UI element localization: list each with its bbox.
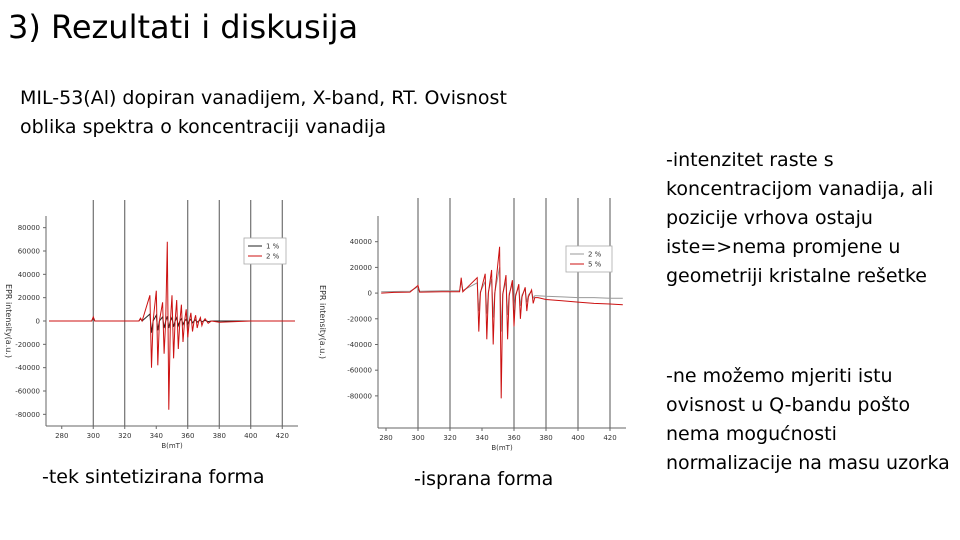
note-line: koncentracijom vanadija, ali <box>666 178 934 200</box>
x-tick-label: 320 <box>443 434 456 442</box>
x-tick-label: 340 <box>475 434 488 442</box>
subtitle-line: MIL-53(Al) dopiran vanadijem, X-band, RT… <box>20 87 507 109</box>
note-intensity: -intenzitet raste s koncentracijom vanad… <box>666 146 956 291</box>
y-tick-label: 0 <box>36 318 40 326</box>
slide-title: 3) Rezultati i diskusija <box>8 8 359 46</box>
x-tick-label: 420 <box>276 432 289 440</box>
y-axis-label: EPR intensity(a.u.) <box>318 285 327 359</box>
note-line: -ne možemo mjeriti istu <box>666 365 893 387</box>
legend-label: 2 % <box>266 253 280 261</box>
y-tick-label: 40000 <box>18 271 40 279</box>
x-tick-label: 360 <box>507 434 520 442</box>
slide-subtitle: MIL-53(Al) dopiran vanadijem, X-band, RT… <box>20 84 580 142</box>
note-line: -intenzitet raste s <box>666 149 834 171</box>
x-tick-label: 380 <box>539 434 552 442</box>
x-tick-label: 400 <box>244 432 257 440</box>
x-tick-label: 420 <box>603 434 616 442</box>
epr-chart-washed: 40000 20000 0 -20000 -40000 -60000 -80000 280 30… <box>318 198 626 452</box>
y-tick-label: -40000 <box>347 341 372 349</box>
note-line: nema mogućnosti <box>666 423 837 445</box>
x-tick-label: 300 <box>87 432 100 440</box>
y-tick-label: -80000 <box>347 392 372 400</box>
x-tick-label: 300 <box>411 434 424 442</box>
x-tick-label: 320 <box>118 432 131 440</box>
x-tick-label: 400 <box>571 434 584 442</box>
y-tick-label: -80000 <box>15 411 40 419</box>
y-tick-label: -60000 <box>15 388 40 396</box>
x-axis-label: B(mT) <box>491 444 513 452</box>
y-tick-label: 0 <box>368 290 372 298</box>
y-axis-label: EPR intensity(a.u.) <box>4 284 13 358</box>
note-line: iste=>nema promjene u <box>666 236 901 258</box>
y-tick-label: -40000 <box>15 364 40 372</box>
series-line-2 <box>381 246 623 399</box>
note-line: ovisnost u Q-bandu pošto <box>666 394 911 416</box>
note-line: pozicije vrhova ostaju <box>666 207 873 229</box>
x-tick-label: 280 <box>55 432 68 440</box>
note-q-band: -ne možemo mjeriti istu ovisnost u Q-ban… <box>666 362 956 478</box>
x-tick-label: 380 <box>213 432 226 440</box>
legend-label: 1 % <box>266 243 280 251</box>
x-tick-label: 340 <box>150 432 163 440</box>
legend-label: 2 % <box>588 251 602 259</box>
subtitle-line: oblika spektra o koncentraciji vanadija <box>20 116 387 138</box>
legend-box <box>565 245 613 273</box>
note-line: geometriji kristalne rešetke <box>666 265 927 287</box>
y-tick-label: 20000 <box>18 294 40 302</box>
y-tick-label: 80000 <box>18 224 40 232</box>
y-tick-label: 60000 <box>18 248 40 256</box>
caption-washed: -isprana forma <box>414 468 554 490</box>
epr-chart-as-synthesized: 80000 60000 40000 20000 0 -20000 -40000 -60000 -… <box>4 200 298 450</box>
legend-label: 5 % <box>588 261 602 269</box>
series-line-1 <box>49 312 295 333</box>
y-tick-label: 20000 <box>350 264 372 272</box>
y-tick-label: 40000 <box>350 238 372 246</box>
y-tick-label: -20000 <box>15 341 40 349</box>
note-line: normalizacije na masu uzorka <box>666 452 950 474</box>
x-tick-label: 280 <box>379 434 392 442</box>
y-tick-label: -20000 <box>347 315 372 323</box>
y-tick-label: -60000 <box>347 367 372 375</box>
legend-box <box>243 237 287 265</box>
x-tick-label: 360 <box>181 432 194 440</box>
caption-as-synthesized: -tek sintetizirana forma <box>42 466 265 488</box>
series-line-2 <box>49 241 295 410</box>
x-axis-label: B(mT) <box>161 442 183 450</box>
